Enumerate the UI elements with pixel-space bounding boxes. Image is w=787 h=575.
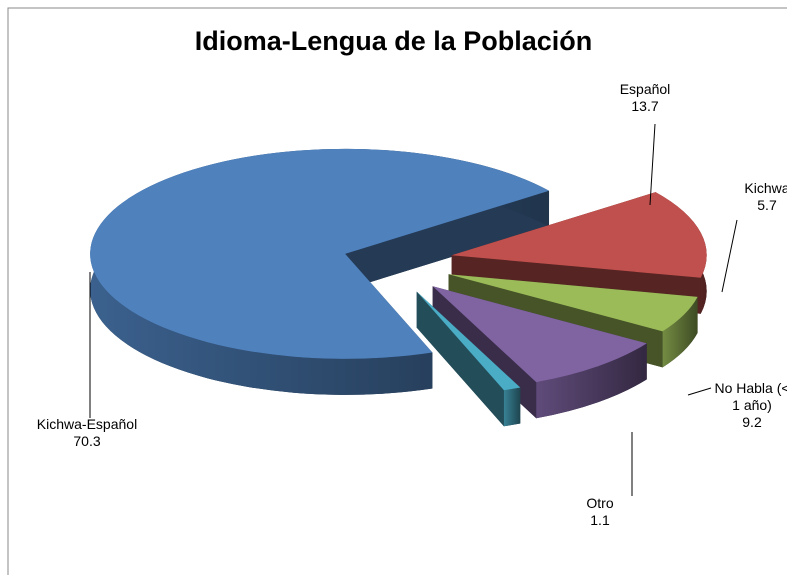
label-value: 70.3 [73, 433, 101, 449]
data-label: Otro 1.1 [560, 495, 640, 529]
leader-line [721, 219, 738, 293]
label-value: 1.1 [590, 512, 610, 528]
label-category: Kichwa [744, 180, 787, 196]
slice-wall [662, 296, 698, 368]
label-category: Otro [586, 495, 614, 511]
leader-line [649, 123, 656, 206]
label-value: 9.2 [742, 414, 762, 430]
slice-side [345, 190, 550, 290]
slice-wall [503, 387, 521, 427]
slice [448, 274, 698, 332]
label-value: 13.7 [631, 98, 659, 114]
slice-wall [536, 343, 647, 419]
data-label: Kichwa-Español 70.3 [22, 416, 152, 450]
slice [416, 291, 521, 391]
data-label: Español 13.7 [595, 81, 695, 115]
slice [432, 286, 647, 383]
data-label: Kichwa 5.7 [722, 180, 787, 214]
label-category: No Habla (< 1 año) [714, 380, 787, 413]
label-value: 5.7 [757, 197, 777, 213]
slice [451, 192, 707, 278]
data-label: No Habla (< 1 año) 9.2 [712, 380, 787, 431]
leader-line [687, 387, 712, 396]
chart-title: Idioma-Lengua de la Población [194, 26, 593, 56]
slice [90, 148, 550, 359]
chart-frame [7, 7, 787, 575]
label-category: Español [619, 81, 671, 97]
slice-side [416, 291, 504, 427]
label-category: Kichwa-Español [36, 416, 138, 432]
